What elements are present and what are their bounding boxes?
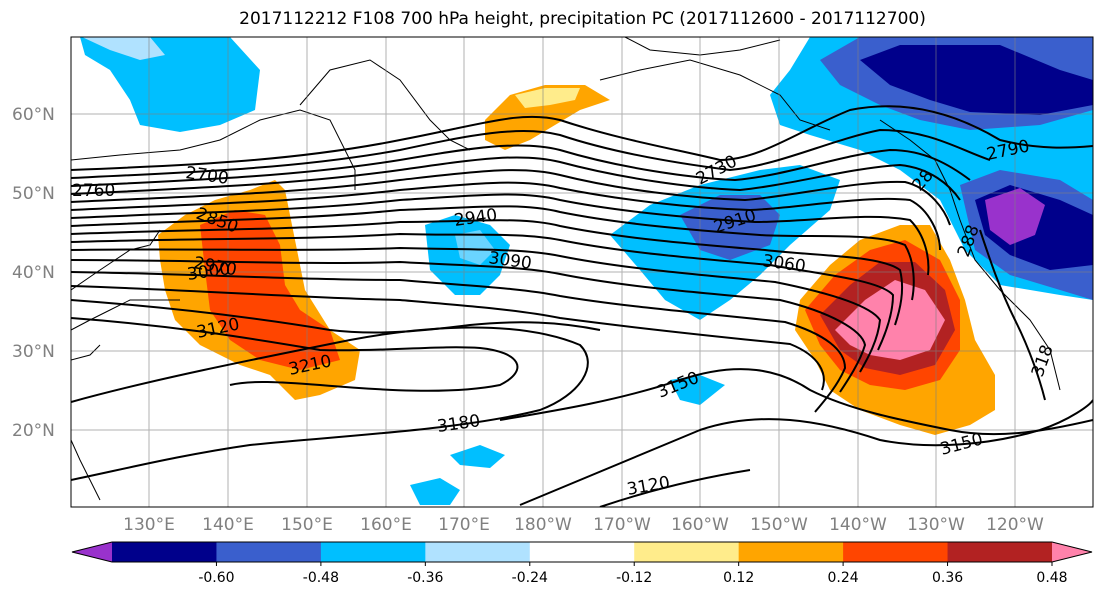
colorbar-segment [320,542,426,562]
colorbar-extend-high [1052,542,1092,562]
colorbar-segment [216,542,322,562]
colorbar-segment [843,542,949,562]
latitude-labels: 60°N 50°N 40°N 30°N 20°N [12,105,55,441]
lon-label: 140°E [202,515,254,535]
lon-label: 130°E [123,515,175,535]
height-contours [71,105,1093,507]
colorbar-extend-low [72,542,112,562]
map-title: 2017112212 F108 700 hPa height, precipit… [239,9,926,29]
lat-label: 60°N [12,105,55,125]
colorbar-segment [425,542,531,562]
lon-label: 150°W [750,515,808,535]
colorbar-label: -0.36 [407,570,443,586]
lat-label: 50°N [12,184,55,204]
colorbar: -0.60 -0.48 -0.36 -0.24 -0.12 0.12 0.24 0.36 0.4… [71,541,1093,586]
colorbar-label: -0.48 [303,570,339,586]
colorbar-label: 0.48 [1036,570,1067,586]
lat-label: 20°N [12,421,55,441]
lat-label: 40°N [12,263,55,283]
contour-label: 2760 [72,181,115,201]
map-plot-area: 2760 2700 2850 2970 3000 3120 3210 2940 … [71,37,1093,507]
colorbar-segment [738,542,844,562]
lon-label: 180°W [514,515,572,535]
longitude-labels: 130°E 140°E 150°E 160°E 170°E 180°W 170°… [123,515,1044,535]
colorbar-outline [71,541,1093,563]
map-frame [70,36,1094,508]
lon-label: 160°E [360,515,412,535]
colorbar-label: -0.60 [198,570,234,586]
lon-label: 130°W [907,515,965,535]
colorbar-label: -0.24 [512,570,548,586]
lon-label: 170°E [438,515,490,535]
colorbar-segment [529,542,635,562]
colorbar-label: 0.36 [932,570,963,586]
colorbar-segment [112,542,217,562]
colorbar-label: -0.12 [616,570,652,586]
colorbar-label: 0.12 [723,570,754,586]
lon-label: 170°W [593,515,651,535]
colorbar-label: 0.24 [828,570,859,586]
lon-label: 160°W [671,515,729,535]
lon-label: 140°W [829,515,887,535]
lon-label: 150°E [281,515,333,535]
lon-label: 120°W [986,515,1044,535]
lat-label: 30°N [12,342,55,362]
colorbar-segment [634,542,740,562]
colorbar-segment [947,542,1053,562]
